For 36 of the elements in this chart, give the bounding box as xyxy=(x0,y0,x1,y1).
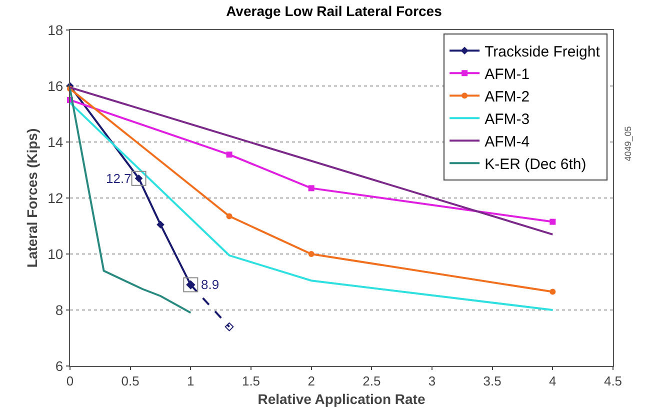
x-tick-label: 1.5 xyxy=(242,374,260,389)
point xyxy=(550,218,556,225)
annotation: 12.7 xyxy=(106,171,132,186)
x-tick-label: 4.5 xyxy=(604,374,622,389)
point xyxy=(308,251,314,257)
x-tick-label: 0.5 xyxy=(121,374,140,389)
point xyxy=(224,322,234,332)
x-tick-label: 3 xyxy=(428,374,436,389)
point xyxy=(226,152,232,158)
legend-label: AFM-4 xyxy=(484,133,530,150)
y-tick-label: 8 xyxy=(55,302,64,318)
x-tick-label: 0 xyxy=(66,374,74,389)
legend-label: AFM-1 xyxy=(484,66,530,83)
y-tick-label: 6 xyxy=(55,358,64,374)
y-tick-label: 12 xyxy=(48,190,64,206)
x-axis-title: Relative Application Rate xyxy=(258,390,426,407)
x-tick-label: 4 xyxy=(549,374,556,389)
y-tick-label: 18 xyxy=(48,22,64,38)
annotation: 8.9 xyxy=(201,277,220,292)
text: 4049_05 xyxy=(623,126,634,162)
point xyxy=(308,185,314,192)
y-axis-title: Lateral Forces (Kips) xyxy=(24,128,40,268)
legend-label: AFM-3 xyxy=(484,110,530,128)
point xyxy=(226,213,232,220)
point xyxy=(550,288,556,295)
chart-title: Average Low Rail Lateral Forces xyxy=(226,2,442,19)
legend-label: K-ER (Dec 6th) xyxy=(484,156,586,173)
legend-label: Trackside Freight xyxy=(484,43,601,60)
x-tick-label: 2 xyxy=(308,374,315,389)
x-tick-label: 1 xyxy=(187,374,194,389)
x-tick-label: 3.5 xyxy=(483,374,502,389)
legend-label: AFM-2 xyxy=(484,88,530,106)
y-tick-label: 16 xyxy=(48,78,64,94)
y-tick-label: 10 xyxy=(48,246,64,262)
x-tick-label: 2.5 xyxy=(362,374,381,389)
y-tick-label: 14 xyxy=(48,134,64,150)
